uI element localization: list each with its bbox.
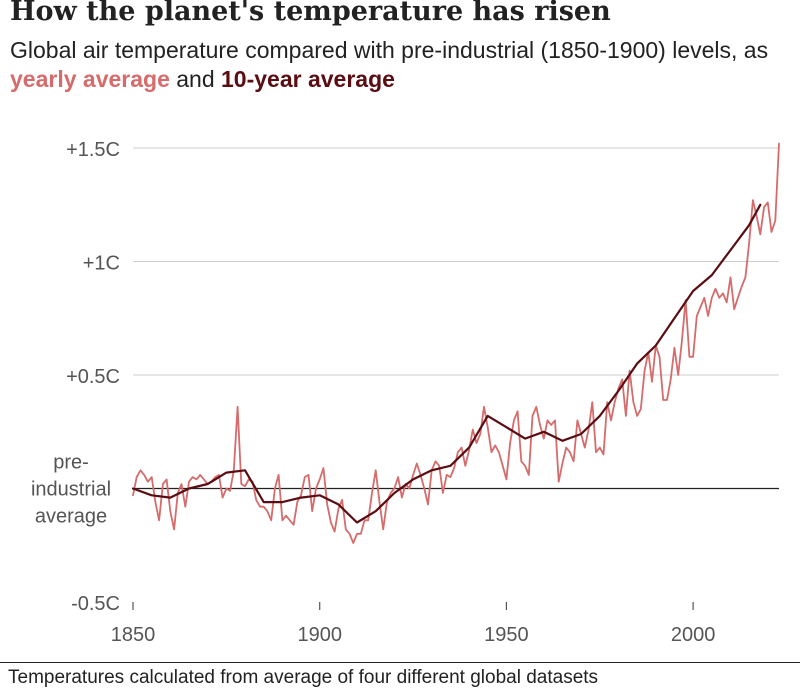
yearly-average-line	[132, 142, 780, 544]
y-tick-label: +0.5C	[66, 366, 120, 388]
temperature-chart: +1.5C +1C +0.5C -0.5C pre-industrial average 1…	[31, 139, 780, 646]
legend-yearly-average: yearly average	[10, 66, 170, 92]
subtitle-and: and	[169, 66, 222, 92]
y-tick-label: +1C	[83, 253, 120, 275]
footnote: Temperatures calculated from average of …	[0, 662, 800, 700]
chart-title: How the planet's temperature has risen	[10, 0, 611, 27]
legend-10-year-average: 10-year average	[221, 66, 395, 92]
chart-subtitle: Global air temperature compared with pre…	[10, 36, 790, 94]
y-tick-label: -0.5C	[71, 593, 120, 615]
x-tick-label: 1950	[484, 624, 529, 646]
baseline-label: pre-	[53, 452, 89, 474]
baseline-label: average	[35, 506, 107, 528]
ten-year-average-line	[131, 203, 762, 524]
x-tick-label: 1850	[111, 624, 156, 646]
x-tick-label: 2000	[671, 624, 716, 646]
x-tick-label: 1900	[297, 624, 342, 646]
subtitle-text: Global air temperature compared with pre…	[10, 37, 769, 63]
y-tick-label: +1.5C	[66, 139, 120, 161]
baseline-label: industrial	[31, 479, 111, 501]
